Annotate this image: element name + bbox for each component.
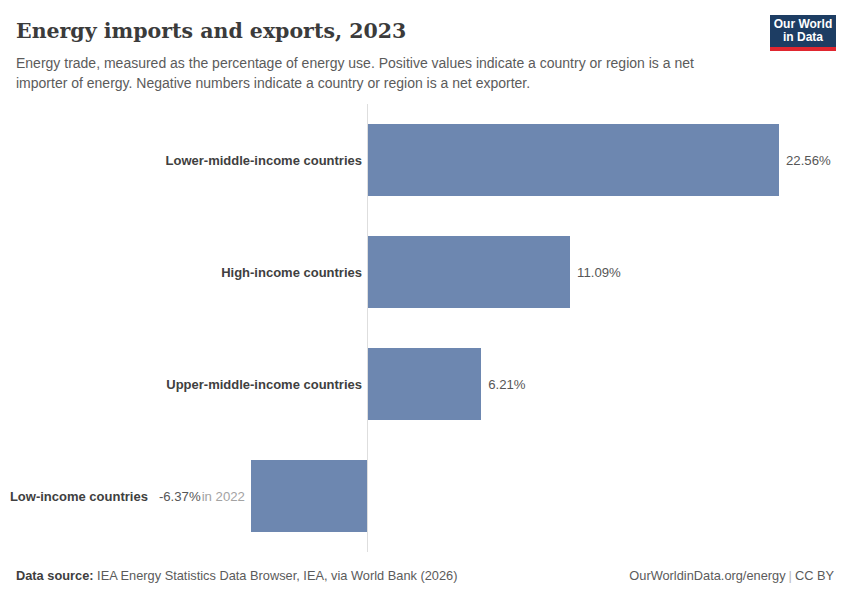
owid-link[interactable]: OurWorldinData.org/energy	[629, 568, 785, 583]
value-label-lower-middle-income-countries: 22.56%	[786, 124, 831, 196]
license-label: CC BY	[795, 568, 834, 583]
footer-separator: |	[786, 568, 795, 583]
category-label-low-income-countries: Low-income countries	[10, 489, 148, 504]
owid-logo-line2: in Data	[770, 31, 836, 44]
bar-low-income-countries[interactable]	[251, 460, 367, 532]
chart-page: Energy imports and exports, 2023 Energy …	[0, 0, 850, 600]
value-label-high-income-countries: 11.09%	[577, 236, 621, 308]
category-label-upper-middle-income-countries: Upper-middle-income countries	[166, 348, 362, 420]
value-label-low-income-countries: -6.37%	[159, 489, 201, 504]
data-source: Data source: IEA Energy Statistics Data …	[16, 568, 457, 583]
chart-subtitle: Energy trade, measured as the percentage…	[16, 53, 731, 93]
data-source-label: Data source:	[16, 568, 94, 583]
data-source-text: IEA Energy Statistics Data Browser, IEA,…	[94, 568, 458, 583]
footer-credits: OurWorldinData.org/energy|CC BY	[629, 568, 834, 583]
category-label-high-income-countries: High-income countries	[221, 236, 362, 308]
bar-lower-middle-income-countries[interactable]	[368, 124, 779, 196]
owid-logo[interactable]: Our World in Data	[770, 15, 836, 51]
bar-upper-middle-income-countries[interactable]	[368, 348, 481, 420]
bar-chart: Lower-middle-income countries 22.56% High-…	[0, 104, 850, 552]
category-label-lower-middle-income-countries: Lower-middle-income countries	[166, 124, 362, 196]
category-and-value-low-income-countries: Low-income countries -6.37%in 2022	[10, 460, 245, 532]
chart-title: Energy imports and exports, 2023	[16, 19, 406, 43]
value-label-upper-middle-income-countries: 6.21%	[488, 348, 525, 420]
bar-high-income-countries[interactable]	[368, 236, 570, 308]
value-note-low-income-countries: in 2022	[202, 489, 245, 504]
